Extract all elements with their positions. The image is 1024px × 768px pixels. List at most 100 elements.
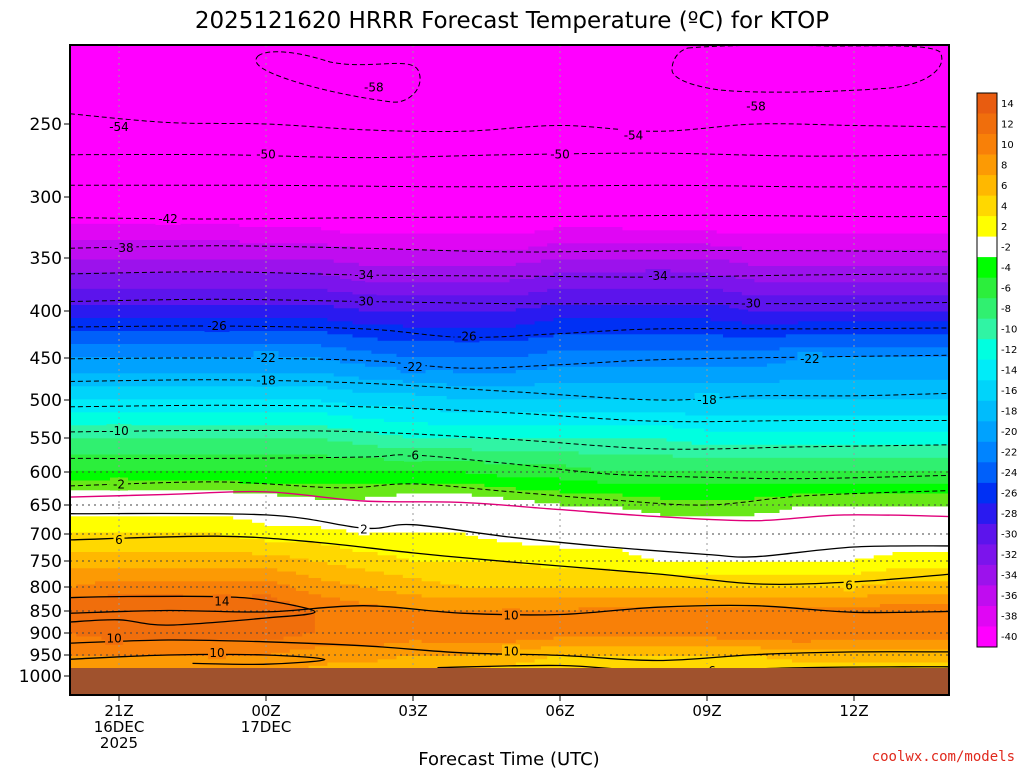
contour-label: -2	[113, 478, 125, 492]
contour-label: 2	[360, 522, 368, 536]
field-cell	[792, 493, 949, 498]
colorbar-label: -34	[1001, 571, 1017, 582]
field-cell	[522, 561, 949, 566]
field-cell	[70, 568, 278, 573]
field-cell	[779, 347, 949, 352]
colorbar-swatch	[977, 441, 997, 463]
field-cell	[264, 539, 498, 543]
field-cell	[70, 227, 322, 231]
field-cell	[70, 279, 366, 283]
field-cell	[729, 305, 949, 309]
field-cell	[70, 483, 485, 488]
contour-label: -6	[407, 449, 419, 463]
field-cell	[760, 646, 949, 651]
field-cell	[421, 578, 949, 582]
field-cell	[70, 441, 354, 446]
field-cell	[220, 532, 467, 537]
field-cell	[70, 318, 328, 322]
colorbar-swatch	[977, 318, 997, 340]
field-cell	[70, 415, 354, 420]
colorbar-swatch	[977, 606, 997, 627]
colorbar-label: -26	[1001, 489, 1017, 500]
contour-label-bg	[694, 393, 720, 406]
field-cell	[327, 454, 674, 459]
field-cell	[70, 233, 949, 238]
field-cell	[653, 558, 856, 563]
field-cell	[710, 318, 949, 322]
contour-label-bg	[502, 608, 520, 622]
field-cell	[515, 308, 749, 313]
field-cell	[70, 529, 347, 534]
field-cell	[70, 552, 253, 556]
field-cell	[70, 110, 949, 114]
field-cell	[792, 659, 949, 664]
field-cell	[327, 386, 949, 391]
field-cell	[70, 422, 429, 426]
field-cell	[70, 389, 354, 394]
freezing-line	[70, 490, 949, 522]
field-cell	[340, 275, 536, 280]
field-cell	[70, 503, 561, 508]
field-cell	[70, 581, 96, 586]
colorbar-swatch	[977, 216, 997, 237]
field-cell	[484, 483, 949, 488]
field-cell	[723, 288, 949, 293]
isotherm-line	[70, 214, 949, 220]
field-cell	[296, 571, 385, 576]
field-cell	[321, 578, 423, 582]
contour-label-bg	[502, 644, 520, 658]
field-cell	[70, 165, 949, 170]
field-cell	[409, 639, 423, 644]
field-cell	[70, 353, 398, 358]
field-cell	[892, 552, 949, 556]
field-cell	[233, 516, 949, 521]
field-cell	[409, 558, 655, 563]
field-cell	[70, 493, 278, 498]
field-cell	[70, 571, 297, 576]
isotherm-line	[70, 481, 949, 506]
field-cell	[427, 422, 949, 426]
field-cell	[70, 597, 278, 602]
field-cell	[314, 620, 949, 625]
field-cell	[70, 545, 341, 550]
contour-label: -50	[256, 148, 276, 162]
field-cell	[628, 552, 894, 556]
field-cell	[754, 279, 949, 283]
field-cell	[340, 545, 561, 550]
contour-label: -30	[354, 294, 374, 308]
field-cell	[453, 370, 517, 374]
field-cell	[70, 188, 949, 192]
contour-label-bg	[105, 631, 124, 645]
field-cell	[70, 477, 561, 482]
field-cell	[503, 649, 949, 654]
field-cell	[70, 285, 949, 290]
x-axis-title: Forecast Time (UTC)	[418, 749, 599, 768]
field-cell	[553, 636, 718, 641]
field-cell	[402, 435, 949, 439]
colorbar-label: 14	[1001, 99, 1014, 110]
contour-label-bg	[361, 80, 387, 94]
field-cell	[327, 318, 554, 322]
colorbar-label: -18	[1001, 407, 1017, 418]
contour-label: -34	[648, 269, 668, 283]
field-cell	[70, 249, 949, 254]
field-cell	[534, 383, 949, 387]
colorbar-label: -16	[1001, 386, 1017, 397]
field-cell	[289, 649, 504, 654]
field-cell	[70, 90, 949, 95]
colorbar-swatch	[977, 154, 997, 176]
field-cell	[547, 656, 768, 660]
field-cell	[540, 305, 730, 309]
field-cell	[321, 542, 523, 547]
field-cell	[321, 357, 806, 361]
field-cell	[610, 568, 887, 573]
field-cell	[647, 571, 862, 576]
contour-label-bg	[212, 594, 231, 608]
field-cell	[365, 279, 511, 283]
field-cell	[289, 584, 360, 589]
field-cell	[346, 347, 781, 352]
contour-label: -22	[256, 351, 276, 365]
isotherm-line	[70, 298, 949, 305]
field-cell	[578, 451, 949, 456]
